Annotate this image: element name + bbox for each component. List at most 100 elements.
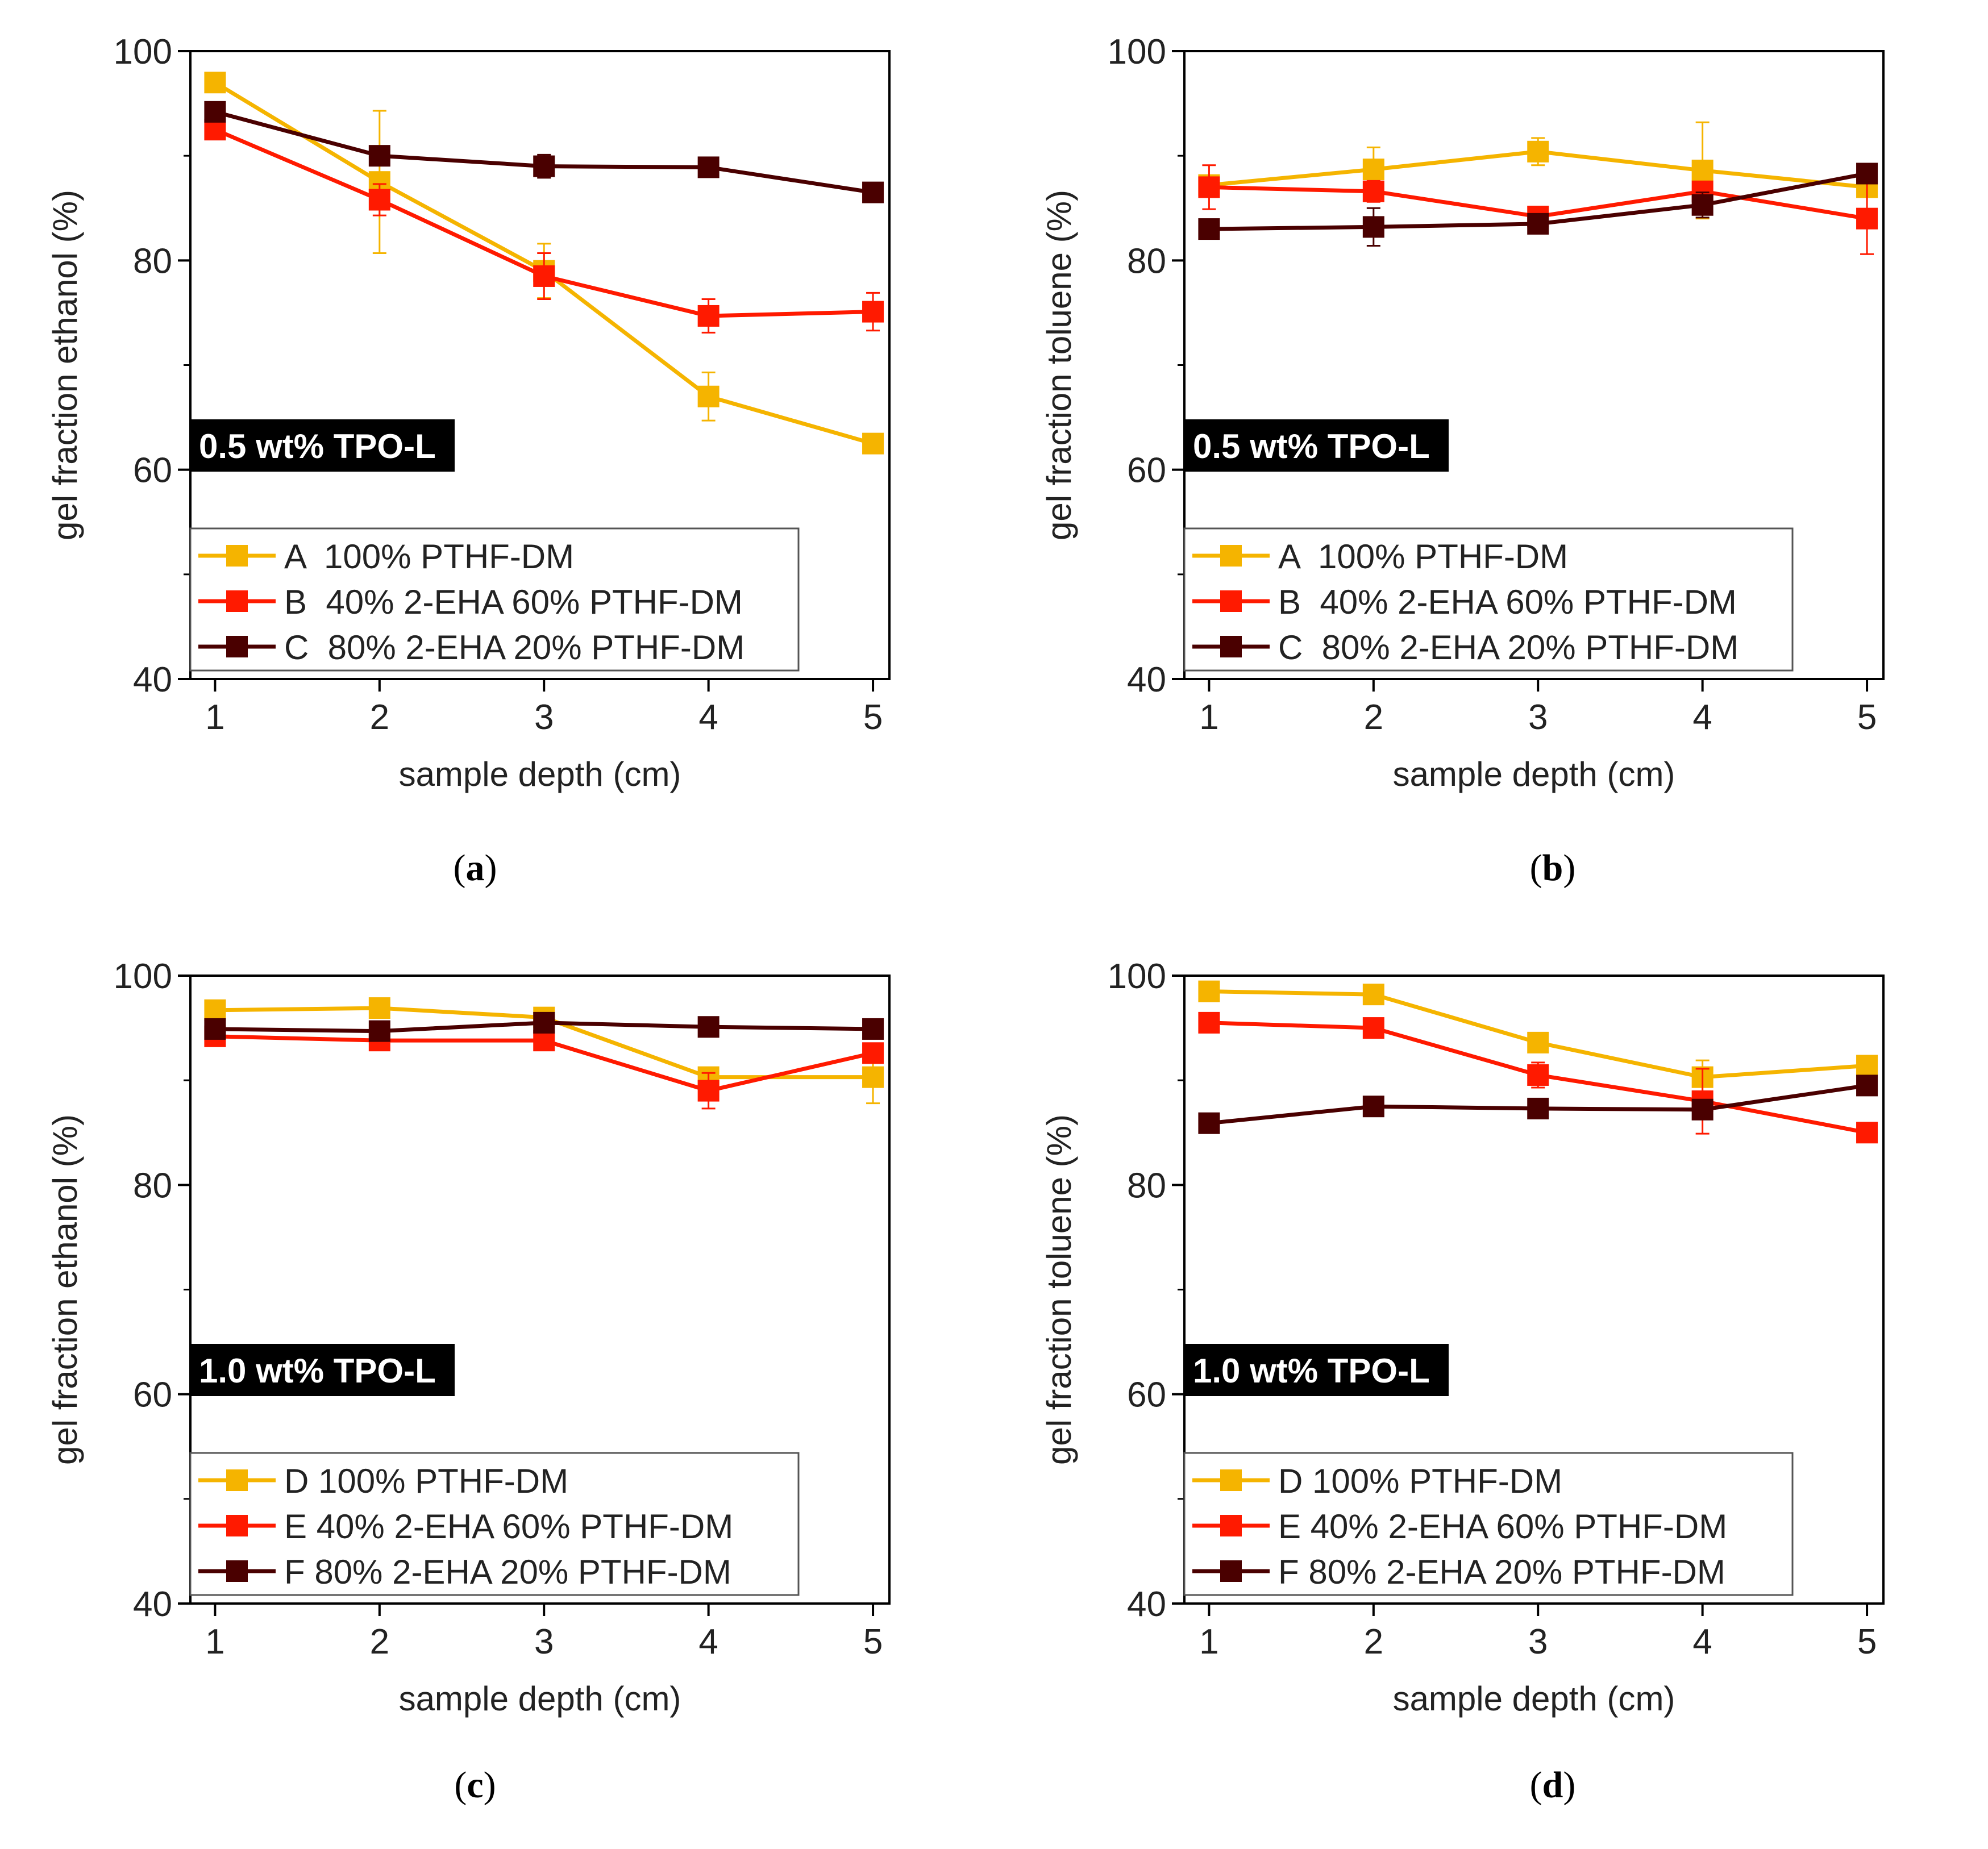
data-point-c-0-1 xyxy=(368,997,390,1019)
y-tick-label-c-100: 100 xyxy=(114,957,172,996)
annotation-text-c: 1.0 wt% TPO-L xyxy=(199,1352,436,1390)
data-point-a-1-2 xyxy=(533,265,555,287)
x-tick-label-b-2: 2 xyxy=(1364,698,1383,737)
y-axis-label-b: gel fraction toluene (%) xyxy=(1040,190,1078,540)
y-tick-label-a-80: 80 xyxy=(133,241,172,281)
caption-c: (c) xyxy=(454,1764,496,1806)
data-point-d-1-4 xyxy=(1856,1122,1878,1144)
x-tick-label-c-3: 3 xyxy=(534,1622,554,1661)
data-point-d-0-2 xyxy=(1527,1031,1549,1053)
y-tick-label-d-80: 80 xyxy=(1127,1166,1166,1205)
caption-a: (a) xyxy=(453,847,497,889)
data-point-c-2-4 xyxy=(862,1018,884,1040)
data-point-d-2-3 xyxy=(1691,1098,1713,1121)
data-point-a-2-0 xyxy=(204,101,226,123)
data-point-d-1-0 xyxy=(1198,1011,1220,1034)
data-point-a-1-1 xyxy=(368,189,390,211)
legend-marker-b-2 xyxy=(1220,636,1242,657)
y-tick-label-c-60: 60 xyxy=(133,1376,172,1415)
y-axis-label-c: gel fraction ethanol (%) xyxy=(46,1114,84,1465)
x-tick-label-a-5: 5 xyxy=(863,698,883,737)
y-tick-label-a-100: 100 xyxy=(114,32,172,72)
legend-box-b xyxy=(1183,527,1794,672)
caption-d: (d) xyxy=(1529,1764,1576,1806)
chart-panel-b: 40 60 80 100 1 2 3 4 5 sample depth (cm) gel fract… xyxy=(1040,32,1885,793)
legend-marker-a-1 xyxy=(226,590,248,612)
x-axis-label-a: sample depth (cm) xyxy=(399,755,681,793)
legend-label-a-1: B 40% 2-EHA 60% PTHF-DM xyxy=(284,583,743,621)
x-tick-label-a-2: 2 xyxy=(370,698,389,737)
y-tick-label-b-80: 80 xyxy=(1127,241,1166,281)
annotation-text-a: 0.5 wt% TPO-L xyxy=(199,427,436,465)
legend-marker-c-0 xyxy=(226,1469,248,1491)
legend-label-c-1: E 40% 2-EHA 60% PTHF-DM xyxy=(284,1507,733,1546)
data-point-a-2-2 xyxy=(533,155,555,177)
data-point-a-0-4 xyxy=(862,432,884,455)
x-tick-label-d-2: 2 xyxy=(1364,1622,1383,1661)
annotation-d: 1.0 wt% TPO-L xyxy=(1184,1344,1449,1396)
x-tick-label-a-1: 1 xyxy=(205,698,224,737)
y-tick-label-b-40: 40 xyxy=(1127,660,1166,699)
y-tick-label-a-40: 40 xyxy=(133,660,172,699)
legend-box-c xyxy=(189,1452,800,1596)
legend-marker-c-2 xyxy=(226,1560,248,1582)
legend-marker-d-2 xyxy=(1220,1560,1242,1582)
annotation-c: 1.0 wt% TPO-L xyxy=(190,1344,455,1396)
y-tick-label-d-100: 100 xyxy=(1108,957,1166,996)
legend-label-b-1: B 40% 2-EHA 60% PTHF-DM xyxy=(1278,583,1737,621)
legend-c: D 100% PTHF-DM E 40% 2-EHA 60% PTHF-DM F 8… xyxy=(189,1452,800,1596)
x-tick-label-c-4: 4 xyxy=(698,1622,718,1661)
data-point-b-2-1 xyxy=(1362,216,1384,238)
data-point-a-2-4 xyxy=(862,181,884,203)
legend-marker-d-1 xyxy=(1220,1515,1242,1536)
y-tick-label-c-80: 80 xyxy=(133,1166,172,1205)
legend-marker-a-0 xyxy=(226,545,248,567)
data-point-b-2-2 xyxy=(1527,213,1549,235)
data-point-a-2-1 xyxy=(368,145,390,167)
data-point-a-0-3 xyxy=(697,385,719,407)
data-point-d-2-2 xyxy=(1527,1097,1549,1119)
caption-b: (b) xyxy=(1529,847,1576,889)
data-point-d-2-0 xyxy=(1198,1112,1220,1134)
chart-panel-c: 40 60 80 100 1 2 3 4 5 sample depth (cm) gel fract… xyxy=(46,957,891,1718)
data-point-c-1-4 xyxy=(862,1042,884,1064)
legend-a: A 100% PTHF-DM B 40% 2-EHA 60% PTHF-DM C 8… xyxy=(189,527,800,672)
series-line-a-2 xyxy=(214,110,874,195)
legend-label-d-1: E 40% 2-EHA 60% PTHF-DM xyxy=(1278,1507,1727,1546)
data-point-a-2-3 xyxy=(697,156,719,178)
legend-d: D 100% PTHF-DM E 40% 2-EHA 60% PTHF-DM F 8… xyxy=(1183,1452,1794,1596)
annotation-a: 0.5 wt% TPO-L xyxy=(190,419,455,472)
legend-label-a-2: C 80% 2-EHA 20% PTHF-DM xyxy=(284,628,745,667)
chart-panel-a: 40 60 80 100 1 2 3 4 5 sample depth (cm) gel fract… xyxy=(46,32,891,793)
data-point-a-0-0 xyxy=(204,72,226,94)
data-point-b-1-1 xyxy=(1362,180,1384,202)
x-tick-label-b-4: 4 xyxy=(1692,698,1712,737)
data-point-b-1-0 xyxy=(1198,176,1220,198)
legend-label-a-0: A 100% PTHF-DM xyxy=(284,538,574,576)
x-tick-label-d-4: 4 xyxy=(1692,1622,1712,1661)
data-point-d-1-2 xyxy=(1527,1064,1549,1086)
data-point-a-1-3 xyxy=(697,305,719,327)
x-tick-label-b-3: 3 xyxy=(1528,698,1548,737)
legend-label-d-2: F 80% 2-EHA 20% PTHF-DM xyxy=(1278,1553,1725,1591)
y-axis-label-d: gel fraction toluene (%) xyxy=(1040,1114,1078,1465)
x-tick-label-d-1: 1 xyxy=(1199,1622,1218,1661)
x-tick-label-a-4: 4 xyxy=(698,698,718,737)
legend-marker-b-0 xyxy=(1220,545,1242,567)
data-point-d-0-0 xyxy=(1198,980,1220,1002)
data-point-d-2-1 xyxy=(1362,1096,1384,1118)
y-tick-label-c-40: 40 xyxy=(133,1585,172,1624)
y-tick-label-d-60: 60 xyxy=(1127,1376,1166,1415)
data-point-d-0-4 xyxy=(1856,1055,1878,1077)
legend-marker-b-1 xyxy=(1220,590,1242,612)
data-point-d-0-1 xyxy=(1362,984,1384,1006)
data-point-b-0-2 xyxy=(1527,140,1549,163)
annotation-b: 0.5 wt% TPO-L xyxy=(1184,419,1449,472)
legend-box-d xyxy=(1183,1452,1794,1596)
legend-label-b-0: A 100% PTHF-DM xyxy=(1278,538,1568,576)
legend-label-b-2: C 80% 2-EHA 20% PTHF-DM xyxy=(1278,628,1739,667)
data-point-c-0-0 xyxy=(204,999,226,1021)
data-point-b-0-1 xyxy=(1362,159,1384,181)
data-point-b-1-4 xyxy=(1856,207,1878,230)
legend-label-d-0: D 100% PTHF-DM xyxy=(1278,1462,1562,1500)
